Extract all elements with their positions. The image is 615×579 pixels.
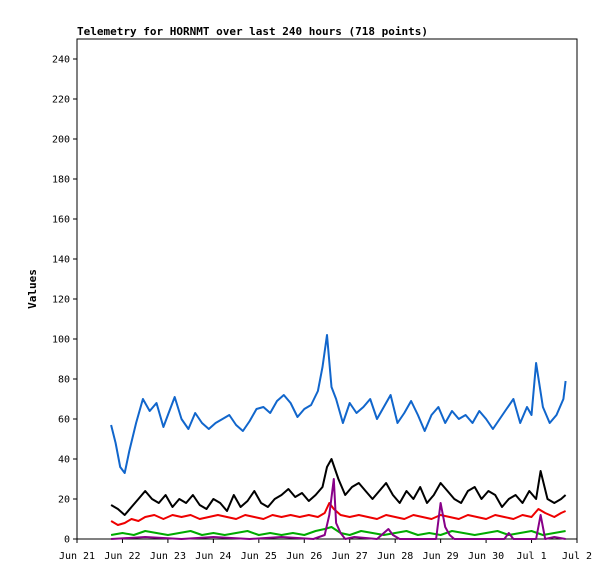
x-tick-label: Jun 29 <box>423 551 459 562</box>
x-tick-label: Jun 30 <box>468 551 504 562</box>
series-line <box>111 478 566 540</box>
y-tick-label: 20 <box>58 495 70 506</box>
series-group <box>110 334 567 540</box>
x-tick-label: Jun 21 <box>59 551 95 562</box>
x-tick-label: Jul 2 <box>562 551 592 562</box>
y-tick-label: 80 <box>58 375 70 386</box>
y-tick-label: 220 <box>52 95 70 106</box>
y-tick-label: 40 <box>58 455 70 466</box>
chart-title: Telemetry for HORNMT over last 240 hours… <box>77 25 428 38</box>
y-tick-label: 60 <box>58 415 70 426</box>
x-axis: Jun 21 Jun 22 Jun 23 Jun 24 Jun 25 Jun 26 Jun … <box>59 539 592 562</box>
x-tick-label: Jun 27 <box>332 551 368 562</box>
y-tick-label: 200 <box>52 135 70 146</box>
series-line <box>110 526 566 536</box>
x-tick-label: Jun 25 <box>241 551 277 562</box>
y-tick-label: 140 <box>52 255 70 266</box>
y-tick-label: 120 <box>52 295 70 306</box>
x-tick-label: Jun 22 <box>104 551 140 562</box>
x-tick-label: Jun 28 <box>377 551 413 562</box>
y-axis-label: Values <box>26 269 39 309</box>
y-tick-label: 180 <box>52 175 70 186</box>
series-line <box>110 334 567 474</box>
x-tick-label: Jul 1 <box>516 551 546 562</box>
series-line <box>110 458 567 516</box>
series-line <box>110 502 567 526</box>
y-tick-label: 160 <box>52 215 70 226</box>
y-axis: 0 20 40 60 80 100 120 140 160 180 200 220 240 <box>52 55 77 546</box>
x-tick-label: Jun 26 <box>286 551 322 562</box>
y-tick-label: 240 <box>52 55 70 66</box>
x-tick-label: Jun 23 <box>150 551 186 562</box>
x-tick-label: Jun 24 <box>195 551 231 562</box>
plot-area <box>76 38 578 540</box>
y-tick-label: 0 <box>64 535 70 546</box>
y-tick-label: 100 <box>52 335 70 346</box>
